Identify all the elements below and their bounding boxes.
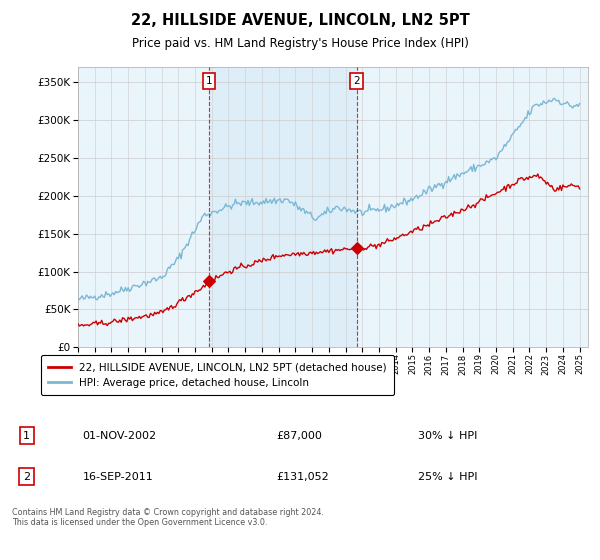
Text: 01-NOV-2002: 01-NOV-2002 [82,431,157,441]
Text: 22, HILLSIDE AVENUE, LINCOLN, LN2 5PT: 22, HILLSIDE AVENUE, LINCOLN, LN2 5PT [131,13,469,29]
Point [352,244,361,253]
Text: 30% ↓ HPI: 30% ↓ HPI [418,431,477,441]
Point [204,277,214,286]
Text: £131,052: £131,052 [277,472,329,482]
Text: 1: 1 [23,431,30,441]
Text: 2: 2 [23,472,30,482]
Bar [209,67,356,347]
Text: Contains HM Land Registry data © Crown copyright and database right 2024.
This d: Contains HM Land Registry data © Crown c… [12,508,324,527]
Text: 1: 1 [206,76,212,86]
Text: £87,000: £87,000 [277,431,322,441]
Text: 2: 2 [353,76,360,86]
Text: 25% ↓ HPI: 25% ↓ HPI [418,472,477,482]
Text: Price paid vs. HM Land Registry's House Price Index (HPI): Price paid vs. HM Land Registry's House … [131,38,469,50]
Legend: 22, HILLSIDE AVENUE, LINCOLN, LN2 5PT (detached house), HPI: Average price, deta: 22, HILLSIDE AVENUE, LINCOLN, LN2 5PT (d… [41,355,394,395]
Text: 16-SEP-2011: 16-SEP-2011 [82,472,153,482]
